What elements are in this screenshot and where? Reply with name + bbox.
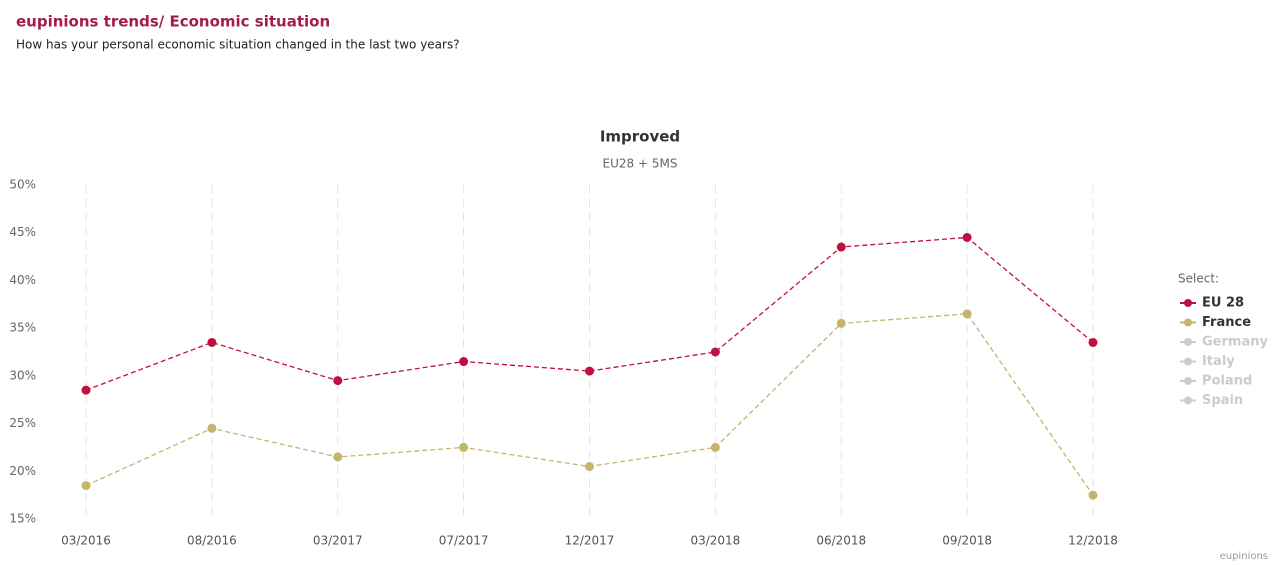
legend-item[interactable]: France: [1202, 315, 1251, 330]
x-tick-label: 12/2018: [1068, 534, 1118, 548]
x-tick-label: 03/2016: [61, 534, 111, 548]
x-tick-label: 12/2017: [565, 534, 615, 548]
x-tick-label: 07/2017: [439, 534, 489, 548]
legend-symbol: [1184, 318, 1192, 327]
x-tick-label: 09/2018: [942, 534, 992, 548]
data-point: [459, 442, 469, 452]
series-line: [85, 236, 1094, 391]
legend-item[interactable]: Spain: [1202, 393, 1243, 408]
x-tick-label: 03/2018: [690, 534, 740, 548]
y-tick-label: 40%: [9, 273, 36, 287]
y-tick-label: 15%: [9, 512, 36, 526]
data-point: [459, 357, 469, 367]
page-subtitle: How has your personal economic situation…: [16, 38, 460, 52]
y-tick-label: 20%: [9, 464, 36, 478]
legend-item[interactable]: Poland: [1202, 374, 1252, 389]
legend-item[interactable]: Germany: [1202, 335, 1268, 350]
legend-symbol: [1184, 299, 1192, 307]
legend-symbol: [1184, 377, 1192, 385]
data-point: [962, 309, 972, 319]
y-tick-label: 35%: [9, 321, 36, 335]
data-point: [81, 481, 91, 491]
legend-symbol: [1184, 396, 1192, 405]
data-point: [333, 452, 343, 462]
y-tick-label: 30%: [9, 368, 36, 382]
data-point: [207, 423, 217, 433]
data-point: [710, 347, 720, 357]
data-point: [1088, 337, 1098, 347]
legend-symbol: [1184, 357, 1192, 366]
legend-title: Select:: [1178, 272, 1219, 286]
y-tick-label: 50%: [9, 178, 36, 192]
data-point: [962, 232, 972, 242]
x-tick-label: 03/2017: [313, 534, 363, 548]
chart-title: Improved: [600, 128, 680, 146]
legend-symbol: [1184, 338, 1192, 346]
data-point: [207, 337, 217, 347]
data-point: [333, 376, 343, 386]
data-point: [585, 462, 594, 472]
data-point: [585, 366, 594, 376]
data-point: [1088, 490, 1098, 500]
data-point: [81, 385, 91, 395]
y-tick-label: 45%: [9, 225, 36, 239]
credits: eupinions: [1220, 551, 1268, 562]
data-point: [836, 242, 846, 252]
data-point: [836, 318, 846, 328]
legend-item[interactable]: Italy: [1202, 354, 1235, 369]
x-tick-label: 06/2018: [816, 534, 866, 548]
data-point: [710, 442, 720, 452]
legend-item[interactable]: EU 28: [1202, 296, 1244, 311]
page-title: eupinions trends/ Economic situation: [16, 13, 330, 31]
chart-subtitle: EU28 + 5MS: [603, 157, 678, 171]
y-tick-label: 25%: [9, 416, 36, 430]
x-tick-label: 08/2016: [187, 534, 237, 548]
